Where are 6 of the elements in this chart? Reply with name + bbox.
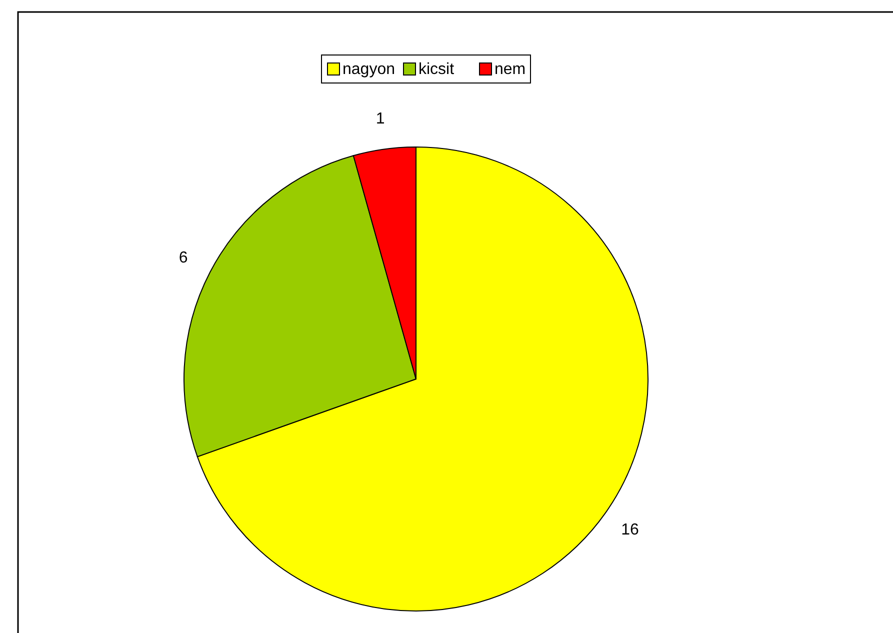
legend-label: nagyon <box>342 61 395 78</box>
legend-label: nem <box>494 61 526 78</box>
data-label: 1 <box>376 110 385 128</box>
data-label: 16 <box>621 521 640 538</box>
legend-label: kicsit <box>418 61 455 78</box>
data-label: 6 <box>178 250 188 267</box>
